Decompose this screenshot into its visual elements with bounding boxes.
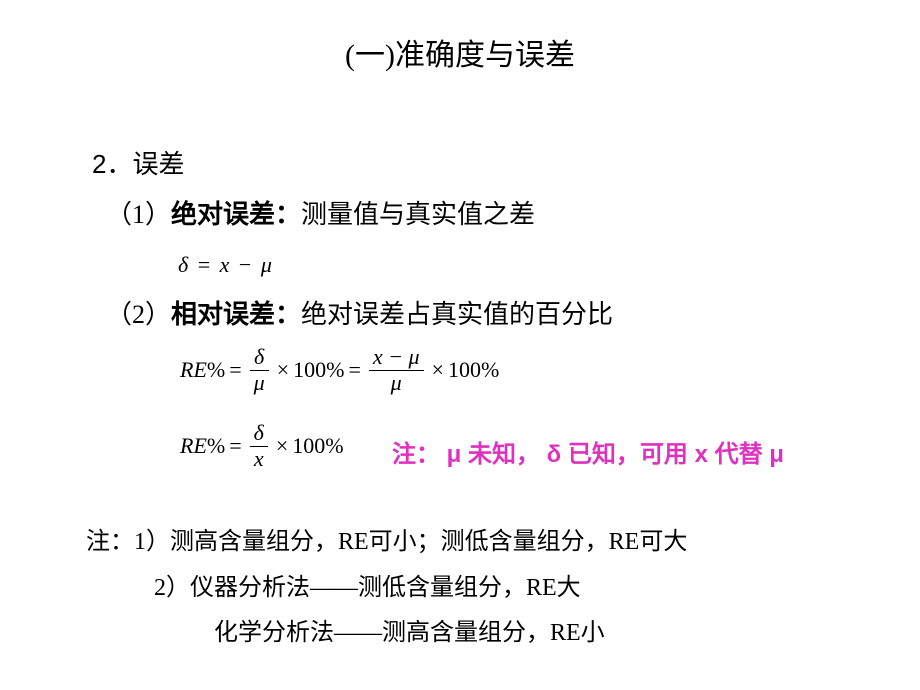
- eq2-eq2: =: [344, 357, 364, 383]
- eq1-equals: =: [194, 252, 214, 277]
- note-highlight: 注： μ 未知， δ 已知，可用 x 代替 μ: [392, 434, 784, 469]
- item-1-term: 绝对误差：: [171, 199, 301, 229]
- eq3-frac-bot: x: [250, 447, 268, 471]
- eq3-frac-top: δ: [250, 421, 268, 445]
- eq3-re: RE: [180, 433, 207, 459]
- eq1-minus: −: [235, 252, 255, 277]
- eq2-frac1-top: δ: [250, 345, 268, 369]
- eq3-times: ×: [272, 433, 292, 459]
- eq2-frac2: x − μ μ: [369, 345, 424, 394]
- eq2-100-2: 100%: [448, 357, 499, 383]
- eq1-x: x: [220, 252, 230, 277]
- eq2-re: RE: [180, 357, 207, 383]
- equation-2: RE% = δ μ × 100% = x − μ μ × 100%: [180, 342, 499, 398]
- slide-title: (一)准确度与误差: [0, 30, 920, 74]
- eq3-100: 100%: [292, 433, 343, 459]
- eq1-mu: μ: [261, 252, 272, 277]
- eq3-frac: δ x: [250, 421, 268, 470]
- item-2-label: （2）: [106, 300, 171, 329]
- eq2-times2: ×: [428, 357, 448, 383]
- item-2-text: 绝对误差占真实值的百分比: [301, 300, 613, 329]
- item-2: （2）相对误差：绝对误差占真实值的百分比: [106, 294, 613, 331]
- eq2-frac1-bot: μ: [250, 371, 269, 395]
- item-1: （1）绝对误差：测量值与真实值之差: [106, 194, 535, 231]
- eq2-eq1: =: [225, 357, 245, 383]
- eq2-times1: ×: [273, 357, 293, 383]
- eq1-delta: δ: [178, 252, 188, 277]
- eq2-frac1: δ μ: [250, 345, 269, 394]
- footnotes: 注：1）测高含量组分，RE可小；测低含量组分，RE可大 2）仪器分析法——测低含…: [86, 520, 687, 657]
- item-1-text: 测量值与真实值之差: [301, 200, 535, 229]
- eq3-eq: =: [225, 433, 245, 459]
- item-2-term: 相对误差：: [171, 299, 301, 329]
- eq2-frac2-bot: μ: [387, 371, 406, 395]
- eq3-pct: %: [207, 433, 225, 459]
- eq2-frac2-top: x − μ: [369, 345, 424, 369]
- footnote-1: 注：1）测高含量组分，RE可小；测低含量组分，RE可大: [86, 520, 687, 566]
- equation-3: RE% = δ x × 100%: [180, 418, 344, 474]
- item-1-label: （1）: [106, 200, 171, 229]
- equation-1: δ = x − μ: [178, 252, 272, 278]
- footnote-2: 2）仪器分析法——测低含量组分，RE大: [86, 566, 687, 612]
- eq2-100-1: 100%: [293, 357, 344, 383]
- footnote-3: 化学分析法——测高含量组分，RE小: [86, 611, 687, 657]
- section-heading: 2．误差: [92, 144, 184, 181]
- eq2-pct1: %: [207, 357, 225, 383]
